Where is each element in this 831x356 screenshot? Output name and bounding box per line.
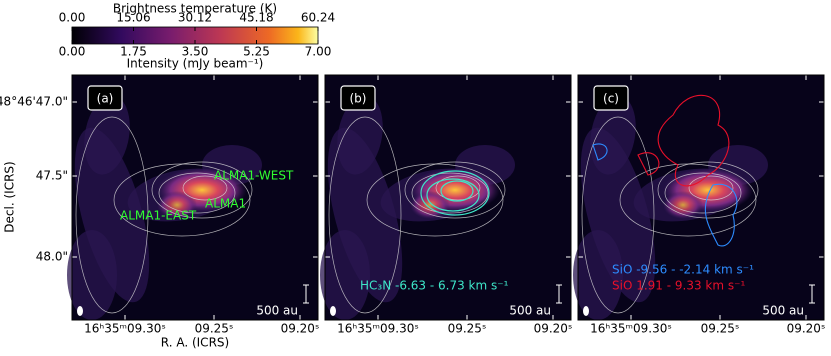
emission — [337, 95, 383, 175]
colorbar-tick-label: 15.06 — [116, 11, 150, 25]
contour — [435, 175, 481, 201]
x-tick-label: 09.20ˢ — [281, 322, 320, 336]
scale-label: 500 au — [509, 304, 551, 318]
contour — [411, 172, 489, 214]
emission — [67, 230, 117, 320]
colorbar-tick-label: 3.50 — [182, 45, 209, 59]
colorbar-tick-label: 0.00 — [59, 11, 86, 25]
tag-box — [340, 85, 376, 111]
colorbar-tick-label: 45.18 — [239, 11, 273, 25]
scale-label: 500 au — [762, 304, 804, 318]
beam — [583, 306, 589, 316]
emission — [580, 127, 656, 303]
panel-label: ALMA1 — [205, 197, 246, 211]
colorbar-tick-label: 30.12 — [178, 11, 212, 25]
emission — [320, 230, 370, 320]
contour — [182, 175, 228, 201]
panel-frame — [71, 74, 319, 321]
y-tick-label: 47.5" — [36, 169, 68, 183]
panel: 500 au (a) — [67, 74, 319, 321]
line-contour — [420, 170, 490, 216]
contour — [158, 172, 236, 214]
line-contour — [440, 180, 474, 202]
red-contour — [637, 94, 730, 187]
x-tick-label: 09.25ˢ — [448, 322, 487, 336]
emission — [410, 191, 450, 219]
contour — [581, 116, 655, 314]
x-axis-title: R. A. (ICRS) — [161, 336, 229, 350]
panel-label: SiO 1.91 - 9.33 km s⁻¹ — [612, 279, 745, 293]
blue-contour — [592, 143, 738, 247]
emission — [74, 127, 150, 303]
colorbar-tick-label: 7.00 — [305, 45, 332, 59]
tag-box — [593, 85, 629, 111]
emission — [84, 95, 130, 175]
panel: 500 au (c) — [573, 74, 825, 321]
contour — [404, 161, 506, 219]
panel: 500 au (b) — [320, 74, 572, 321]
y-axis-title: Decl. (ICRS) — [3, 161, 17, 232]
colorbar-tick-label: 5.25 — [243, 45, 270, 59]
beam — [330, 306, 336, 316]
contour — [328, 116, 402, 314]
colorbar-top-label: Brightness temperature (K) — [113, 2, 277, 16]
emission — [663, 191, 703, 219]
tag-box — [87, 85, 123, 111]
y-tick-label: 48.0" — [36, 250, 68, 264]
scale-label: 500 au — [256, 304, 298, 318]
y-tick-label: -48°46'47.0" — [0, 95, 68, 109]
panel-label: SiO -9.56 - -2.14 km s⁻¹ — [612, 263, 754, 277]
x-tick-label: 09.25ˢ — [195, 322, 234, 336]
contour — [151, 161, 253, 219]
panel-label: ALMA1-WEST — [214, 169, 294, 183]
x-tick-label: 16ʰ35ᵐ09.30ˢ — [84, 322, 166, 336]
x-tick-label: 09.25ˢ — [701, 322, 740, 336]
panel-label: ALMA1-EAST — [120, 209, 197, 223]
x-tick-label: 09.20ˢ — [534, 322, 573, 336]
contour — [664, 172, 742, 214]
x-tick-label: 16ʰ35ᵐ09.30ˢ — [590, 322, 672, 336]
contour — [619, 163, 757, 237]
x-tick-label: 09.20ˢ — [787, 322, 826, 336]
panel-tag: (a) — [97, 92, 114, 106]
emission — [327, 127, 403, 303]
panel-frame — [324, 74, 572, 321]
colorbar-tick-label: 0.00 — [59, 45, 86, 59]
colorbar-bottom-label: Intensity (mJy beam⁻¹) — [127, 57, 264, 71]
colorbar-tick-label: 1.75 — [120, 45, 147, 59]
contour — [366, 163, 504, 237]
line-contour — [426, 178, 480, 212]
panel-frame — [577, 74, 825, 321]
emission — [590, 95, 636, 175]
contour — [113, 163, 251, 237]
panel-label: HC₃N -6.63 - 6.73 km s⁻¹ — [360, 279, 509, 293]
contour — [657, 161, 759, 219]
colorbar-tick-label: 60.24 — [301, 11, 335, 25]
panel-tag: (c) — [603, 92, 619, 106]
beam — [77, 306, 83, 316]
contour — [75, 116, 149, 314]
contour — [688, 175, 734, 201]
panel-tag: (b) — [350, 92, 367, 106]
emission — [573, 230, 623, 320]
x-tick-label: 16ʰ35ᵐ09.30ˢ — [337, 322, 419, 336]
